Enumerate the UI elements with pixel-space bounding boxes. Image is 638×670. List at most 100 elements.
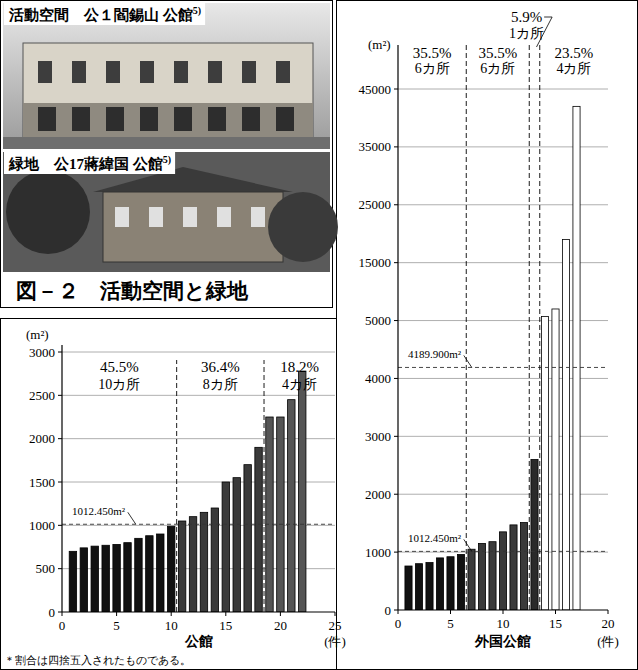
x-tick xyxy=(116,612,117,616)
x-tick xyxy=(503,610,504,614)
x-tick-label: 15 xyxy=(219,618,232,633)
bar xyxy=(573,106,580,610)
y-axis xyxy=(397,45,398,610)
window xyxy=(149,207,163,227)
bar xyxy=(299,371,306,612)
building xyxy=(23,43,313,138)
y-tick-label: 0 xyxy=(49,605,56,620)
window xyxy=(38,61,52,83)
bar xyxy=(146,536,153,612)
window xyxy=(140,107,158,131)
label-bg xyxy=(406,347,464,361)
window xyxy=(208,61,222,83)
group-count: 4カ所 xyxy=(282,377,317,392)
bar xyxy=(447,557,454,610)
label-bg xyxy=(4,152,175,174)
window xyxy=(276,107,294,131)
bar xyxy=(288,400,295,612)
x-tick xyxy=(280,612,281,616)
bar xyxy=(489,542,496,610)
bars xyxy=(69,371,306,612)
bar xyxy=(91,546,98,612)
x-tick-label: 0 xyxy=(59,618,66,633)
bar xyxy=(113,544,120,612)
y-tick-label: 25000 xyxy=(359,197,392,212)
group-count: 1カ所 xyxy=(509,26,544,41)
group-share: 5.9% xyxy=(511,9,542,25)
group-divider xyxy=(176,360,177,612)
x-tick-label: 20 xyxy=(602,616,615,631)
window xyxy=(174,107,192,131)
y-tick-label: 2500 xyxy=(29,388,55,403)
photo-label: 活動空間 公１閻錫山 公館5) xyxy=(8,5,201,23)
bar xyxy=(200,512,207,612)
x-tick xyxy=(62,612,63,616)
x-axis-unit: (件) xyxy=(597,634,619,649)
y-tick-label: 4000 xyxy=(365,371,391,386)
bar xyxy=(102,545,109,612)
bar xyxy=(520,523,527,610)
label-bg xyxy=(4,3,205,25)
x-tick-label: 0 xyxy=(395,616,402,631)
x-axis-title: 外国公館 xyxy=(474,634,531,649)
group-divider xyxy=(529,45,530,610)
figure-title: 図－２ 活動空間と緑地 xyxy=(16,279,249,303)
bar xyxy=(80,548,87,612)
photo-label: 緑地 公17蔣緯国 公館5) xyxy=(8,154,171,172)
bar xyxy=(552,309,559,610)
bar xyxy=(233,478,240,612)
x-tick-label: 15 xyxy=(549,616,562,631)
bar xyxy=(135,538,142,612)
y-tick-label: 2000 xyxy=(365,487,391,502)
group-share: 45.5% xyxy=(100,359,139,375)
bar xyxy=(436,558,443,610)
window xyxy=(72,61,86,83)
bar xyxy=(69,551,76,612)
chart: 0100020003000400050001500025000350004500… xyxy=(359,9,619,649)
x-tick xyxy=(171,612,172,616)
bar xyxy=(255,447,262,612)
x-tick-label: 10 xyxy=(497,616,510,631)
reference-line xyxy=(62,524,335,525)
group-divider xyxy=(264,360,265,612)
grid-line xyxy=(62,352,335,353)
photo xyxy=(3,152,338,272)
group-share: 18.2% xyxy=(280,359,319,375)
y-tick-label: 500 xyxy=(36,561,56,576)
y-tick-label: 1000 xyxy=(365,545,391,560)
bar xyxy=(457,554,464,610)
grid-line xyxy=(62,395,335,396)
window xyxy=(276,61,290,83)
reference-line xyxy=(398,551,608,552)
bars xyxy=(405,106,580,610)
y-axis-unit: (m²) xyxy=(26,327,49,342)
x-axis-unit: (件) xyxy=(324,634,346,649)
bar xyxy=(541,317,548,610)
window xyxy=(106,107,124,131)
photo-panel xyxy=(1,1,333,308)
bar xyxy=(405,566,412,610)
bar xyxy=(222,482,229,612)
bar xyxy=(167,526,174,612)
leader xyxy=(464,355,472,367)
y-tick-label: 15000 xyxy=(359,255,392,270)
bar xyxy=(266,417,273,612)
window xyxy=(242,107,260,131)
group-share: 23.5% xyxy=(555,45,594,61)
group-count: 8カ所 xyxy=(203,377,238,392)
window xyxy=(183,207,197,227)
x-tick-label: 25 xyxy=(329,618,342,633)
group-count: 6カ所 xyxy=(415,61,450,76)
bar xyxy=(277,417,284,612)
chart-panel xyxy=(1,319,337,670)
group-count: 10カ所 xyxy=(98,377,140,392)
leader xyxy=(537,17,553,47)
group-divider xyxy=(466,45,467,610)
leader xyxy=(464,539,472,551)
group-count: 4カ所 xyxy=(556,61,591,76)
window xyxy=(38,107,56,131)
bar xyxy=(510,525,517,610)
photo-bg xyxy=(3,3,330,149)
y-tick-label: 35000 xyxy=(359,139,392,154)
bar xyxy=(157,534,164,612)
